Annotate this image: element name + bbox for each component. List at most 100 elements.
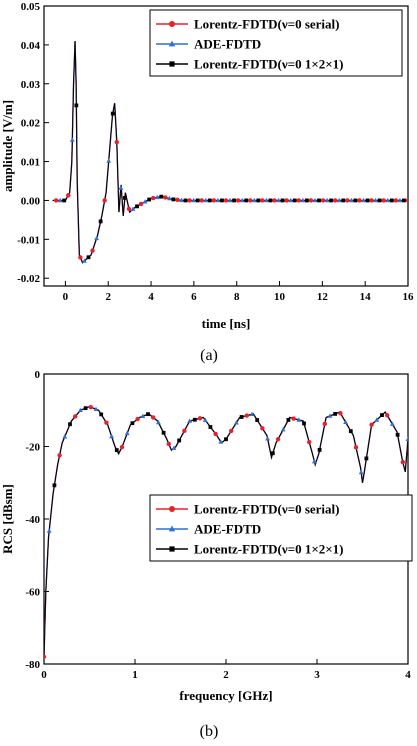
point-lorentz-parallel [292,198,297,203]
point-lorentz-serial [66,193,71,198]
legend-marker-circle [169,21,175,27]
point-ade [312,197,318,203]
point-lorentz-serial [151,195,156,201]
point-lorentz-serial [369,198,374,203]
y-tick-label: -80 [25,659,40,671]
point-ade [124,430,130,436]
x-tick-label: 1 [132,669,138,681]
point-lorentz-parallel [244,198,249,203]
markers [44,404,408,659]
point-lorentz-serial [182,428,187,433]
point-lorentz-serial [73,414,78,419]
y-tick-label: -60 [25,587,40,599]
y-tick-label: 0 [35,369,41,381]
point-lorentz-parallel [353,198,358,203]
point-lorentz-serial [119,444,125,450]
point-ade [179,197,184,203]
point-ade [106,158,112,163]
point-lorentz-parallel [192,417,197,422]
legend-box [149,9,403,77]
point-lorentz-serial [187,198,192,203]
x-tick-label: 10 [274,291,286,303]
point-lorentz-serial [296,198,301,203]
point-lorentz-parallel [348,429,353,434]
point-ade [130,206,136,211]
point-lorentz-parallel [146,412,150,417]
point-ade [358,469,364,475]
point-lorentz-parallel [402,198,406,203]
point-lorentz-parallel [177,438,182,443]
point-lorentz-parallel [68,422,72,427]
point-ade [276,197,281,203]
point-ade [324,197,330,203]
point-ade [296,417,302,422]
x-axis-label: time [ns] [202,316,251,331]
x-tick-label: 2 [105,291,111,303]
y-tick-label: -20 [25,442,40,454]
point-lorentz-serial [199,198,204,203]
chart-a: 0 2 4 6 8 10 12 14 16 -0.02 -0.01 0.00 0.01 0.02 0.03 0… [0,1,414,331]
point-ade [82,258,87,263]
legend-label-2: Lorentz-FDTD(ν=0 1×2×1) [194,542,343,557]
y-tick-label: -40 [25,514,40,526]
point-lorentz-serial [308,198,314,203]
plot-frame [43,5,409,287]
point-lorentz-parallel [74,103,79,108]
point-lorentz-serial [260,198,265,203]
point-lorentz-serial [213,431,218,437]
point-lorentz-serial [275,437,281,442]
point-lorentz-serial [338,410,343,416]
point-lorentz-serial [57,453,62,458]
point-lorentz-parallel [317,198,321,203]
point-lorentz-serial [369,422,374,427]
point-ade [156,419,161,425]
point-lorentz-serial [260,426,265,431]
point-lorentz-parallel [86,255,91,260]
point-lorentz-parallel [195,198,200,203]
point-ade [191,197,197,203]
point-lorentz-parallel [122,195,127,200]
point-ade [373,197,379,203]
x-tick-label: 6 [191,291,197,303]
point-ade [166,195,172,201]
point-lorentz-serial [78,255,83,260]
point-ade [215,197,221,203]
point-lorentz-parallel [239,415,244,419]
point-ade [397,197,403,203]
caption-a: (a) [200,347,218,364]
point-ade [264,197,269,203]
point-ade [265,436,270,441]
legend-label-1: ADE-FDTD [194,522,261,537]
point-ade [46,528,52,533]
legend-label-1: ADE-FDTD [194,37,261,52]
point-lorentz-parallel [317,447,322,452]
point-lorentz-serial [151,415,156,420]
point-lorentz-parallel [270,451,275,456]
point-lorentz-parallel [255,418,260,422]
point-lorentz-serial [223,198,229,203]
point-ade [280,426,286,432]
y-tick-label: 0.02 [21,118,41,130]
x-tick-label: 4 [148,291,154,303]
point-lorentz-serial [357,198,362,203]
y-tick-label: 0.03 [21,79,41,91]
point-ade [348,197,354,203]
markers [53,103,408,263]
point-lorentz-parallel [389,198,394,203]
point-lorentz-parallel [280,198,285,203]
point-ade [94,235,99,241]
legend-marker-square [169,61,175,67]
y-tick-label: -0.01 [17,234,40,246]
x-tick-label: 0 [41,669,47,681]
point-lorentz-serial [135,416,140,422]
point-ade [251,197,257,203]
point-ade [202,417,208,422]
point-lorentz-parallel [333,411,338,416]
point-lorentz-serial [307,439,312,445]
x-tick-label: 8 [234,291,240,303]
point-lorentz-parallel [62,198,67,203]
point-ade [154,194,160,200]
point-lorentz-parallel [52,483,57,488]
legend-box [149,494,413,562]
